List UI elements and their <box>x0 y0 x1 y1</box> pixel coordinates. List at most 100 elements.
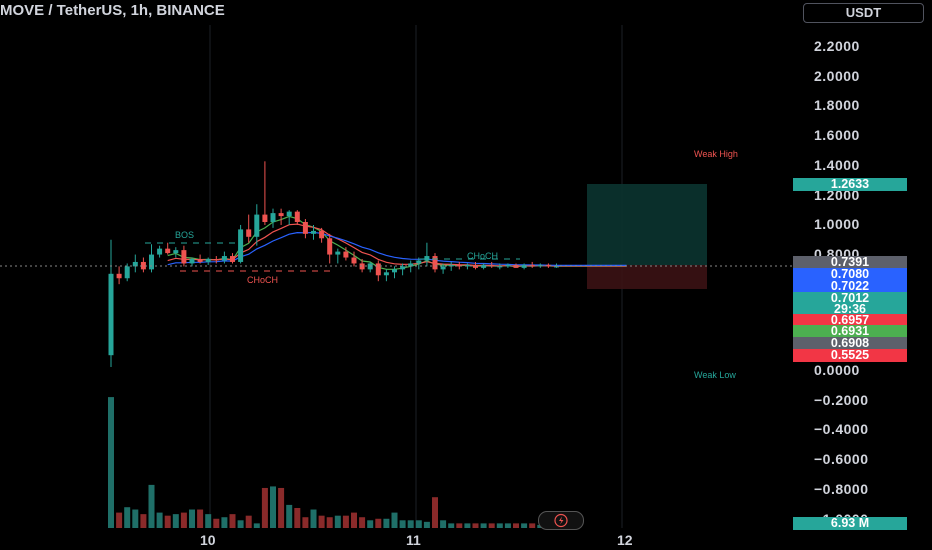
weak-high-label: Weak High <box>694 149 738 159</box>
candle <box>294 210 300 225</box>
y-tick-label: 2.2000 <box>814 38 860 54</box>
candle <box>157 245 163 258</box>
y-tick-label: −0.8000 <box>814 480 869 497</box>
candle <box>140 257 146 273</box>
y-tick-label: −0.4000 <box>814 421 869 438</box>
candle <box>205 257 211 265</box>
candle <box>262 161 268 225</box>
volume-bar <box>132 509 139 528</box>
volume-bar <box>423 521 430 528</box>
price-badge: 0.7012 <box>793 292 907 305</box>
volume-bar <box>310 509 317 528</box>
volume-bar <box>456 523 463 528</box>
y-tick-label: −0.2000 <box>814 391 869 408</box>
candle <box>367 261 373 273</box>
candle <box>238 224 244 264</box>
candle <box>116 266 122 285</box>
price-badge: 0.7391 <box>793 256 907 269</box>
volume-bar <box>221 517 228 528</box>
volume-bar <box>205 514 212 528</box>
volume-bar <box>140 514 147 528</box>
long-position-target-zone <box>587 184 707 265</box>
volume-bar <box>488 523 495 528</box>
volume-bar <box>432 497 438 528</box>
volume-bar <box>375 518 382 528</box>
candle <box>246 214 252 243</box>
volume-bar <box>391 512 398 528</box>
bos-label: BOS <box>175 230 194 240</box>
bolt-toggle[interactable] <box>538 511 584 530</box>
volume-bar <box>180 512 187 528</box>
price-badge: 0.6957 <box>793 314 907 327</box>
volume-bar <box>108 397 114 528</box>
volume-bar <box>253 523 260 528</box>
candle <box>221 251 227 264</box>
y-tick-label: 1.0000 <box>814 216 860 233</box>
volume-bar <box>480 523 487 528</box>
volume-bar <box>521 523 528 528</box>
volume-bar <box>342 515 349 528</box>
candle <box>311 224 316 240</box>
bolt-icon <box>554 513 568 528</box>
long-position-stop-zone <box>587 265 707 289</box>
candle <box>529 261 535 268</box>
volume-bar <box>367 520 374 528</box>
candle <box>424 242 430 267</box>
volume-bar <box>197 509 204 528</box>
volume-bar <box>318 515 325 528</box>
volume-bar <box>504 523 511 528</box>
candle <box>464 263 470 270</box>
candle <box>440 263 446 274</box>
candle <box>213 256 219 264</box>
choch-low-label: CHoCH <box>247 275 278 285</box>
ema-lines <box>167 215 627 270</box>
candle <box>497 263 503 270</box>
y-tick-label: 1.4000 <box>814 156 860 173</box>
price-badge: 0.6931 <box>793 325 907 338</box>
candle <box>181 245 187 267</box>
candle <box>278 208 284 225</box>
ema-line <box>167 223 627 267</box>
volume-bar <box>326 517 333 528</box>
currency-selector-button[interactable]: USDT <box>803 3 924 23</box>
volume-bars <box>108 397 560 528</box>
volume-bar <box>278 487 285 528</box>
x-tick-label: 10 <box>200 532 216 548</box>
candle <box>375 260 381 282</box>
volume-bar <box>383 518 390 528</box>
volume-bar <box>415 520 422 528</box>
volume-bar <box>448 523 455 528</box>
volume-bar <box>529 523 536 528</box>
candle <box>230 253 235 264</box>
ema-line <box>167 231 627 266</box>
volume-bar <box>359 517 366 528</box>
volume-bar <box>270 486 276 528</box>
x-tick-label: 12 <box>617 532 633 548</box>
candle <box>432 253 438 273</box>
volume-bar <box>407 520 414 528</box>
ema-line <box>167 215 627 270</box>
price-badge: 0.6908 <box>793 337 907 350</box>
volume-bar <box>261 487 268 528</box>
candle <box>505 263 511 268</box>
y-tick-label: 1.6000 <box>814 127 860 144</box>
candle <box>124 263 130 282</box>
volume-badge: 6.93 M <box>793 517 907 530</box>
candlesticks <box>108 161 559 368</box>
volume-bar <box>302 517 309 528</box>
candle <box>456 261 462 270</box>
volume-bar <box>399 520 406 528</box>
chart-title: MOVE / TetherUS, 1h, BINANCE <box>0 2 225 19</box>
x-tick-label: 11 <box>406 532 421 548</box>
volume-bar <box>334 515 341 528</box>
volume-bar <box>440 520 447 528</box>
candle <box>286 210 292 225</box>
candle <box>400 263 406 276</box>
candle <box>392 266 397 279</box>
candle <box>343 247 349 261</box>
candle <box>108 239 114 368</box>
candle <box>173 247 179 258</box>
price-badge: 0.7022 <box>793 280 907 293</box>
candle <box>335 248 341 264</box>
